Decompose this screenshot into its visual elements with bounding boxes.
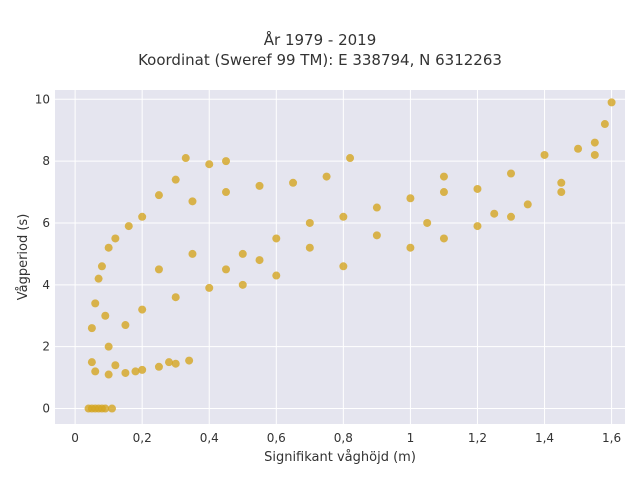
data-point [540,150,549,159]
data-point [507,212,515,221]
y-tick-label: 6 [42,216,50,230]
x-tick-label: 1,6 [602,431,621,445]
data-point [154,362,163,371]
data-point [138,305,147,314]
data-point [557,178,566,187]
y-tick-label: 8 [42,154,50,168]
y-tick-label: 4 [42,278,50,292]
data-point [111,361,120,370]
data-point [322,172,331,181]
x-axis-ticks: 0 0,2 0,4 0,6 0,8 1 1,2 1,4 1,6 [71,431,621,445]
data-point [305,218,314,227]
x-tick-label: 0,4 [200,431,219,445]
data-point [339,262,348,271]
data-point [188,197,197,206]
data-point [94,274,103,283]
data-point [188,249,197,258]
data-point [255,181,264,190]
data-point [238,280,247,289]
data-point [154,191,163,200]
data-point [557,188,566,197]
data-point [91,299,100,308]
data-point [171,359,180,368]
data-point [346,154,355,163]
x-tick-label: 0,2 [133,431,152,445]
data-point [600,120,609,129]
data-point [255,256,264,265]
x-tick-label: 0 [71,431,79,445]
data-point [590,150,599,159]
data-point [238,249,247,258]
data-point [473,184,482,193]
data-point [523,200,532,209]
data-point [590,138,599,147]
x-tick-label: 1 [407,431,415,445]
y-axis-label: Vågperiod (s) [16,214,31,301]
y-tick-label: 10 [35,92,50,106]
data-point [171,293,180,302]
data-point [272,271,281,280]
x-tick-label: 1,2 [468,431,487,445]
data-point [205,283,214,292]
data-point [339,212,348,221]
data-points [84,98,616,413]
data-point [104,243,113,252]
y-tick-label: 2 [42,340,50,354]
data-point [111,234,120,243]
data-point [104,342,113,351]
data-point [138,212,147,221]
data-point [439,234,448,243]
data-point [121,321,130,330]
data-point [406,194,415,203]
data-point [272,234,281,243]
y-tick-label: 0 [42,402,50,416]
data-point [289,178,298,187]
data-point [574,144,583,153]
data-point [165,358,173,367]
data-point [131,367,140,376]
data-point [181,154,190,163]
x-tick-label: 0,8 [334,431,353,445]
data-point [205,160,214,169]
data-point [473,222,482,231]
data-point [185,356,194,365]
data-point [87,324,96,333]
chart-subtitle: Koordinat (Sweref 99 TM): E 338794, N 63… [138,51,502,69]
data-point [138,365,147,374]
x-axis-label: Signifikant våghöjd (m) [264,450,416,465]
data-point [124,222,133,231]
data-point [439,172,448,181]
data-point [490,209,499,218]
data-point [507,169,515,178]
data-point [607,98,616,107]
data-point [222,157,230,166]
data-point [423,218,432,227]
data-point [97,262,106,271]
plot-area [55,90,625,424]
x-tick-label: 0,6 [267,431,286,445]
data-point [222,265,230,274]
data-point [372,203,381,212]
y-axis-ticks: 0 2 4 6 8 10 [35,92,50,415]
data-point [154,265,163,274]
data-point [104,370,113,379]
data-point [91,367,100,376]
x-tick-label: 1,4 [535,431,554,445]
data-point [406,243,415,252]
data-point [108,404,116,413]
data-point [439,188,448,197]
data-point [101,404,110,413]
data-point [222,188,230,197]
data-point [101,311,110,320]
data-point [372,231,381,240]
data-point [121,368,130,377]
chart-title: År 1979 - 2019 [263,31,377,49]
data-point [171,175,180,184]
data-point [305,243,314,252]
data-point [87,358,96,367]
